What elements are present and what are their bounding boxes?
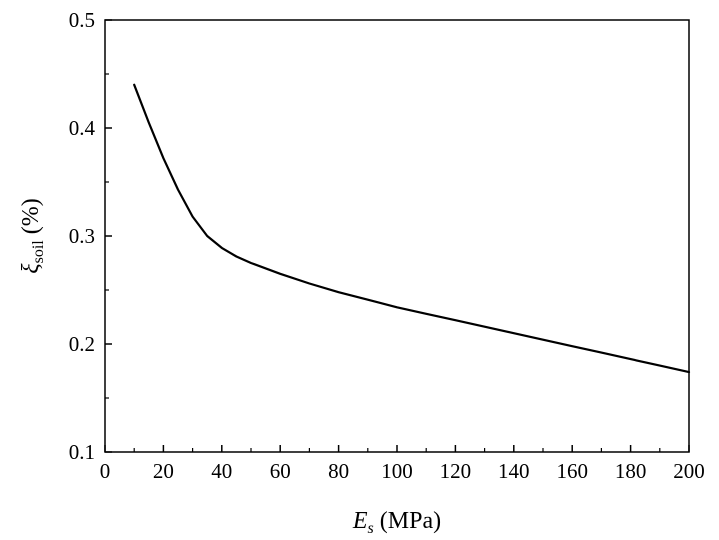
x-axis-ticks: 0 20 40 60 80 100 120 140 160 180 200 [100, 445, 705, 483]
x-tick-label: 120 [440, 459, 472, 483]
x-tick-label: 0 [100, 459, 111, 483]
y-axis-title: ξsoil (%) [18, 198, 47, 273]
y-tick-label: 0.3 [69, 224, 95, 248]
x-tick-label: 80 [328, 459, 349, 483]
y-tick-label: 0.5 [69, 8, 95, 32]
x-tick-label: 140 [498, 459, 530, 483]
x-tick-label: 160 [556, 459, 588, 483]
y-tick-label: 0.4 [69, 116, 96, 140]
x-tick-label: 20 [153, 459, 174, 483]
x-tick-label: 60 [270, 459, 291, 483]
series-line [133, 83, 691, 374]
x-tick-label: 200 [673, 459, 705, 483]
x-tick-label: 180 [615, 459, 647, 483]
y-axis-ticks: 0.1 0.2 0.3 0.4 0.5 [69, 8, 112, 464]
x-axis-title: Es (MPa) [352, 508, 441, 537]
x-tick-label: 40 [211, 459, 232, 483]
y-tick-label: 0.2 [69, 332, 95, 356]
y-tick-label: 0.1 [69, 440, 95, 464]
x-tick-label: 100 [381, 459, 413, 483]
plot-frame [104, 19, 690, 453]
